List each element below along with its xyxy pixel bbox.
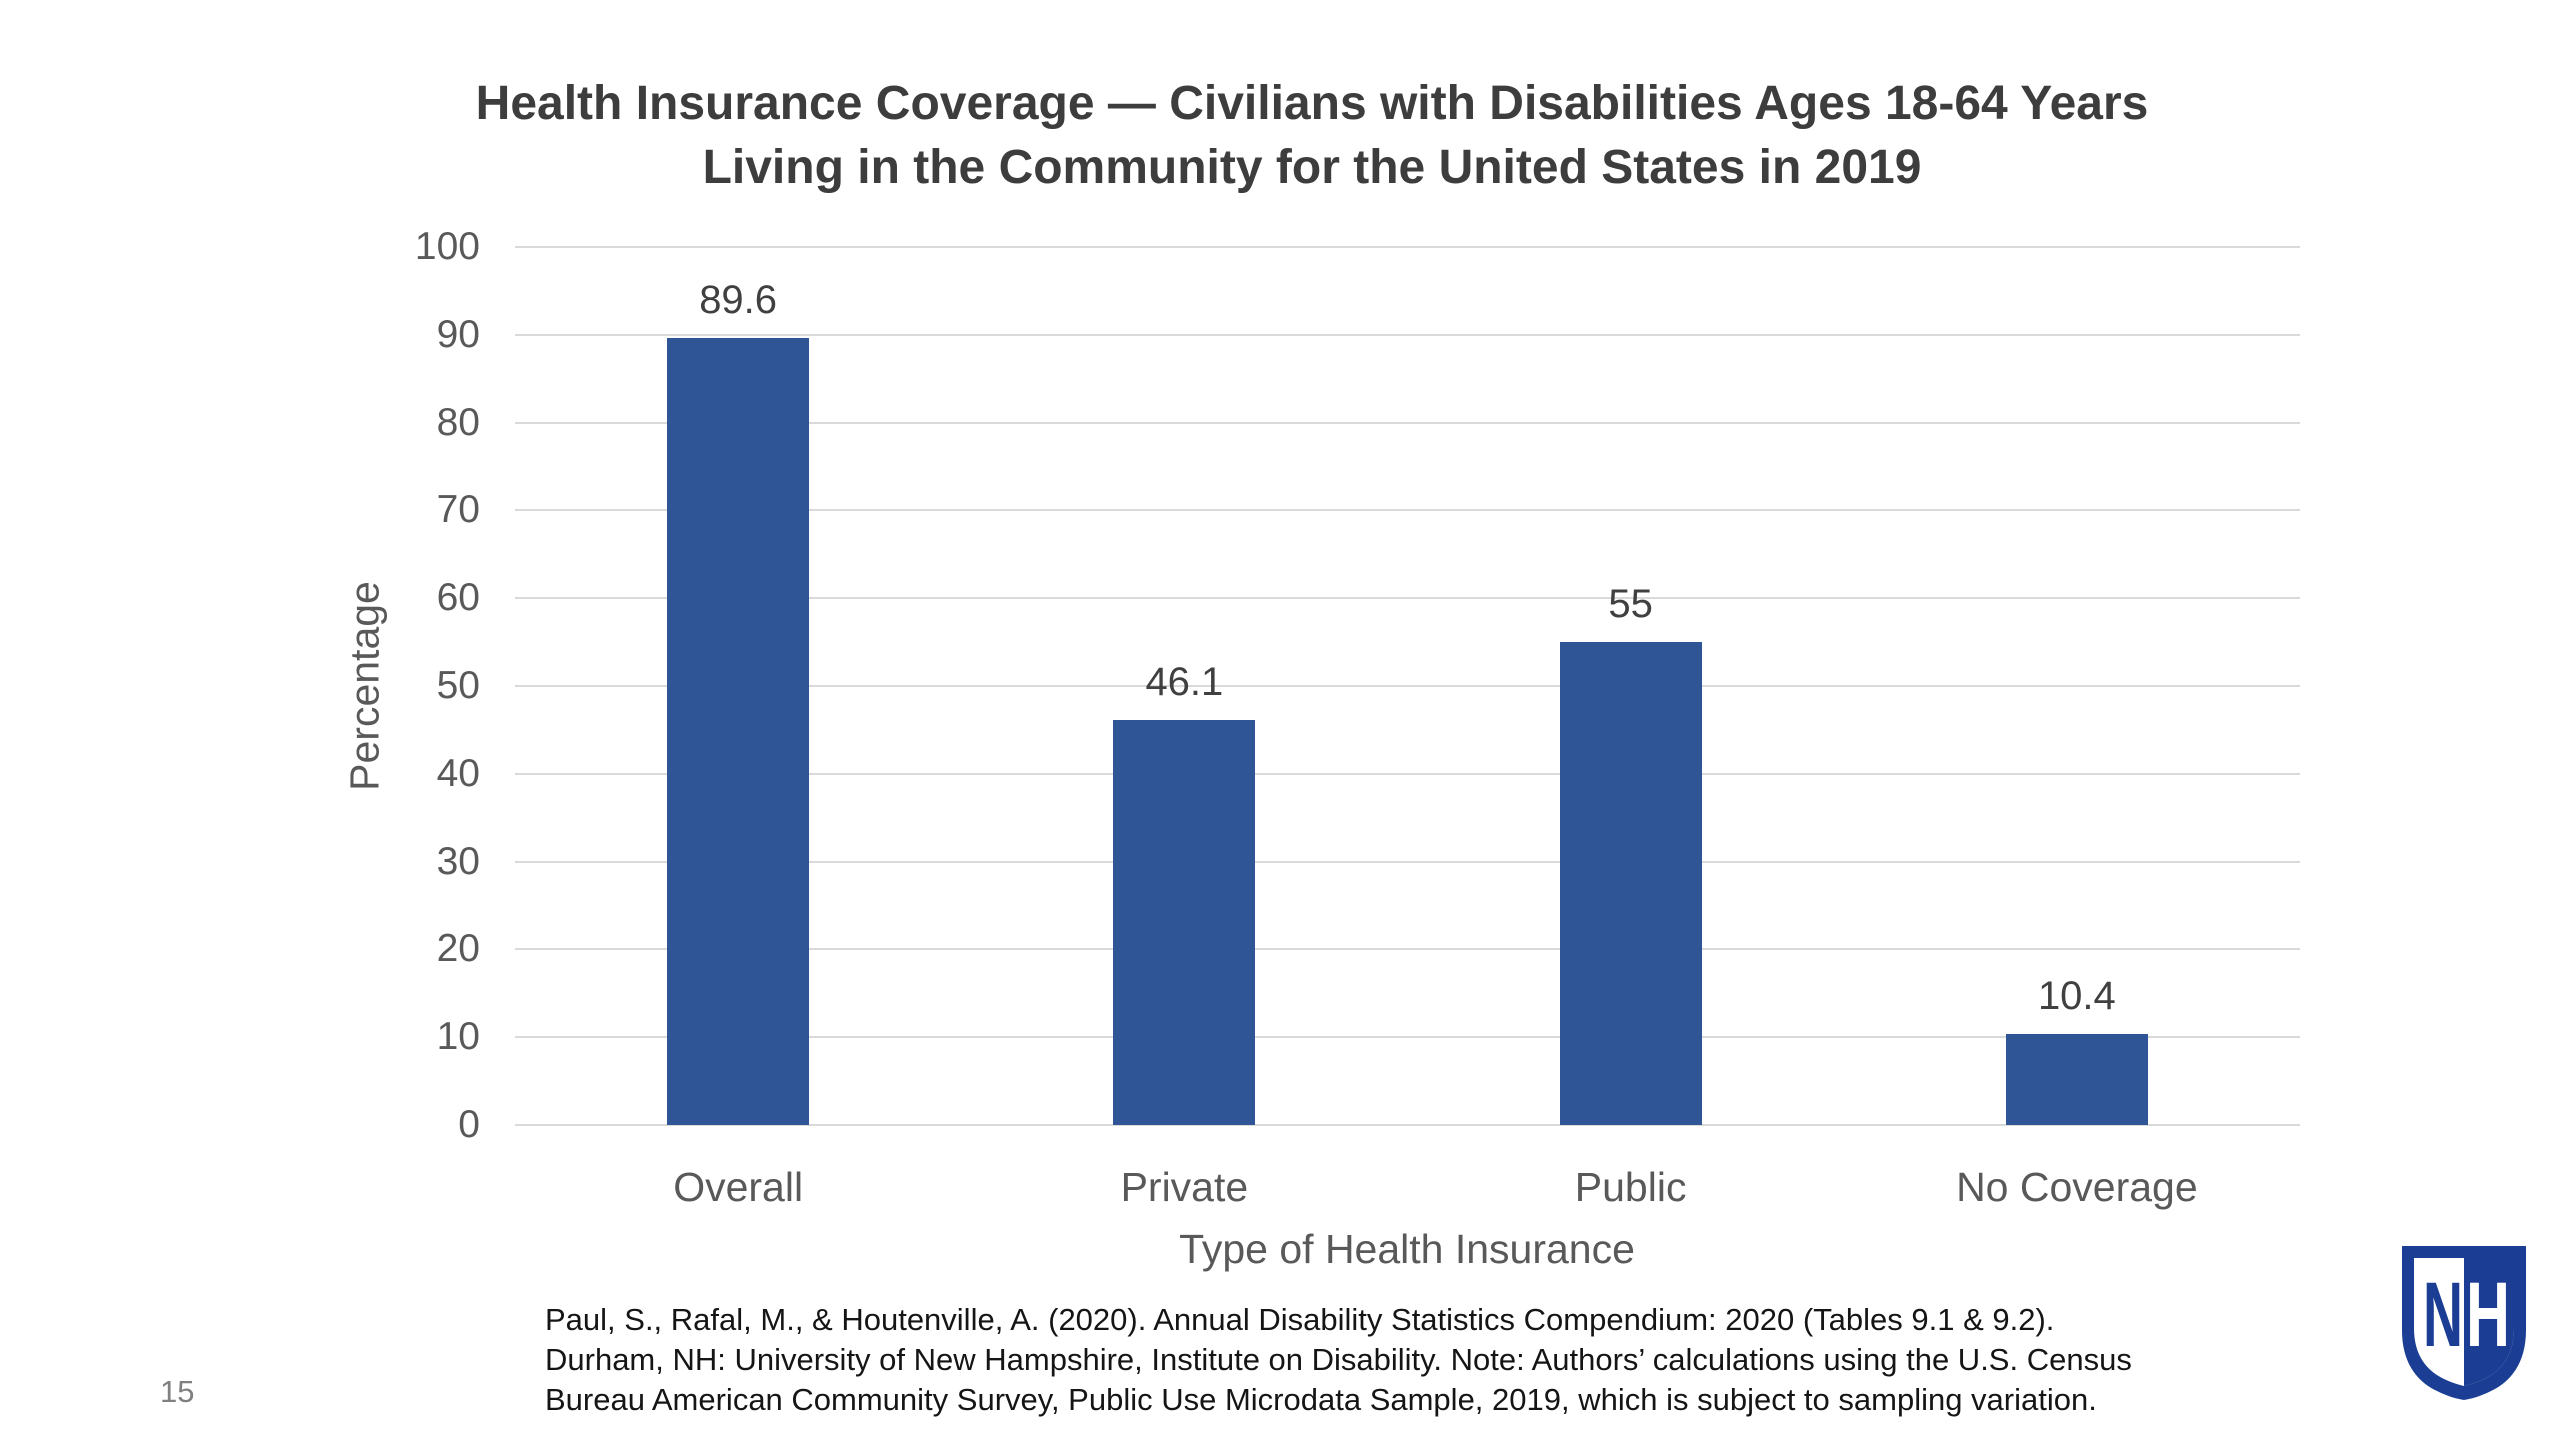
- chart-title-line-1: Health Insurance Coverage — Civilians wi…: [475, 77, 2149, 130]
- data-label: 46.1: [1145, 660, 1224, 705]
- gridline: [515, 860, 2300, 863]
- bar-no-coverage: [2005, 1033, 2148, 1125]
- gridline: [515, 772, 2300, 775]
- x-axis-category-label: Overall: [673, 1164, 804, 1210]
- chart-title-line-2: Living in the Community for the United S…: [702, 141, 1922, 194]
- logo-letter-h: H: [2466, 1264, 2510, 1366]
- citation-line-1: Paul, S., Rafal, M., & Houtenville, A. (…: [545, 1302, 2055, 1337]
- citation-line-2: Durham, NH: University of New Hampshire,…: [545, 1342, 2132, 1377]
- gridline: [515, 1124, 2300, 1126]
- gridline: [515, 597, 2300, 600]
- y-axis-tick-label: 100: [414, 225, 480, 268]
- bar-public: [1559, 642, 1702, 1125]
- x-axis-category-label: Public: [1574, 1164, 1687, 1210]
- y-axis-tick-label: 0: [458, 1103, 480, 1146]
- x-axis-category-label: Private: [1120, 1164, 1249, 1210]
- x-axis-category-label: No Coverage: [1956, 1164, 2198, 1210]
- logo-letter-n: N: [2423, 1264, 2463, 1366]
- y-axis-title: Percentage: [341, 581, 388, 791]
- bar-private: [1113, 720, 1256, 1125]
- unh-shield-logo: N H: [2402, 1246, 2526, 1400]
- y-axis-tick-label: 60: [436, 576, 480, 620]
- y-axis-tick-label: 90: [436, 312, 480, 356]
- gridline: [515, 1036, 2300, 1039]
- y-axis-tick-label: 40: [436, 751, 480, 795]
- gridline: [515, 948, 2300, 951]
- gridline: [515, 333, 2300, 336]
- chart-title: Health Insurance Coverage — Civilians wi…: [312, 72, 2312, 200]
- gridline: [515, 685, 2300, 687]
- data-label: 89.6: [699, 278, 778, 323]
- y-axis-tick-label: 80: [436, 400, 480, 444]
- data-label: 10.4: [2037, 973, 2116, 1018]
- page-number: 15: [160, 1374, 195, 1409]
- gridline: [515, 246, 2300, 248]
- gridline: [515, 509, 2300, 512]
- source-citation: Paul, S., Rafal, M., & Houtenville, A. (…: [545, 1300, 2245, 1420]
- gridline: [515, 421, 2300, 424]
- bar-overall: [667, 338, 810, 1125]
- y-axis-tick-label: 10: [436, 1015, 480, 1059]
- data-label: 55: [1608, 582, 1653, 627]
- y-axis-tick-label: 50: [436, 664, 480, 707]
- y-axis-tick-label: 20: [436, 927, 480, 971]
- x-axis-title: Type of Health Insurance: [1179, 1226, 1635, 1272]
- citation-line-3: Bureau American Community Survey, Public…: [545, 1382, 2097, 1417]
- y-axis-tick-label: 30: [436, 839, 480, 883]
- y-axis-tick-label: 70: [436, 488, 480, 532]
